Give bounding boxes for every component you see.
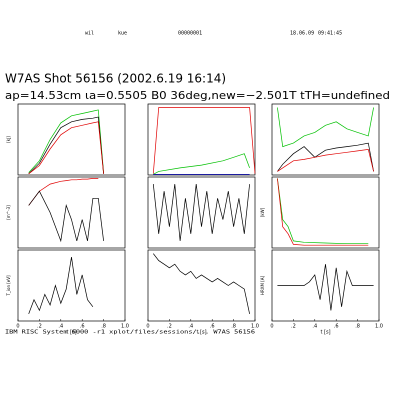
trace-line	[277, 142, 374, 172]
trace-line	[277, 264, 374, 311]
x-tick-label: .2	[167, 324, 172, 330]
x-tick-label: .4	[58, 324, 63, 330]
x-tick-label: .6	[210, 324, 215, 330]
parameters: ap=14.53cm ιa=0.5505 B0 36deg,new=−2.501…	[5, 89, 390, 102]
x-tick-label: .2	[37, 324, 42, 330]
trace-line	[28, 116, 104, 175]
trace-line	[153, 253, 250, 314]
trace-line	[28, 109, 104, 173]
header-program: kue	[118, 31, 127, 37]
x-tick-label: 1.0	[375, 324, 383, 330]
x-tick-label: 0	[146, 324, 149, 330]
x-tick-label: .8	[355, 324, 360, 330]
trace-line	[152, 184, 250, 241]
header-time: 09:41:45	[318, 31, 342, 37]
x-tick-label: .8	[101, 324, 106, 330]
x-tick-label: 0	[270, 324, 273, 330]
trace-line	[277, 178, 369, 246]
trace-line	[152, 107, 256, 174]
x-tick-label: .6	[334, 324, 339, 330]
footer: IBM RISC System 6000 -r1 xplot/files/ses…	[5, 330, 255, 336]
panel-frame	[17, 249, 126, 322]
trace-line	[277, 149, 374, 172]
x-tick-label: .2	[291, 324, 296, 330]
trace-line	[28, 121, 104, 175]
panel-frame	[17, 176, 126, 249]
header-date: 18.06.09	[290, 31, 314, 37]
x-tick-label: 1.0	[121, 324, 129, 330]
y-axis-label: T_ion [eV]	[6, 275, 11, 297]
x-tick-label: .4	[312, 324, 317, 330]
panel-frame	[147, 103, 256, 176]
x-axis-label: t [s]	[196, 330, 206, 336]
panel-frame	[17, 103, 126, 176]
panel-frame	[147, 249, 256, 322]
x-tick-label: .6	[80, 324, 85, 330]
x-axis-label: t [s]	[320, 330, 330, 336]
x-tick-label: 1.0	[251, 324, 259, 330]
y-axis-label: [m^-3]	[6, 205, 11, 220]
y-axis-label: [kW]	[260, 207, 265, 217]
x-tick-label: .4	[188, 324, 193, 330]
header-number: 00000001	[178, 31, 202, 37]
trace-line	[28, 178, 99, 206]
trace-line	[28, 257, 94, 315]
trace-line	[28, 190, 104, 243]
panel-frame	[271, 176, 380, 249]
trace-line	[277, 107, 374, 148]
panel-frame	[271, 249, 380, 322]
x-tick-label: .8	[231, 324, 236, 330]
x-axis-label: t [s]	[66, 330, 76, 336]
y-axis-label: HRXM [A]	[260, 276, 265, 296]
panel-frame	[271, 103, 380, 176]
title: W7AS Shot 56156 (2002.6.19 16:14)	[5, 72, 226, 86]
x-tick-label: 0	[16, 324, 19, 330]
header-user: wil	[85, 31, 94, 37]
panel-frame	[147, 176, 256, 249]
trace-line	[277, 178, 369, 245]
y-axis-label: [kJ]	[6, 136, 11, 143]
trace-line	[153, 153, 250, 175]
